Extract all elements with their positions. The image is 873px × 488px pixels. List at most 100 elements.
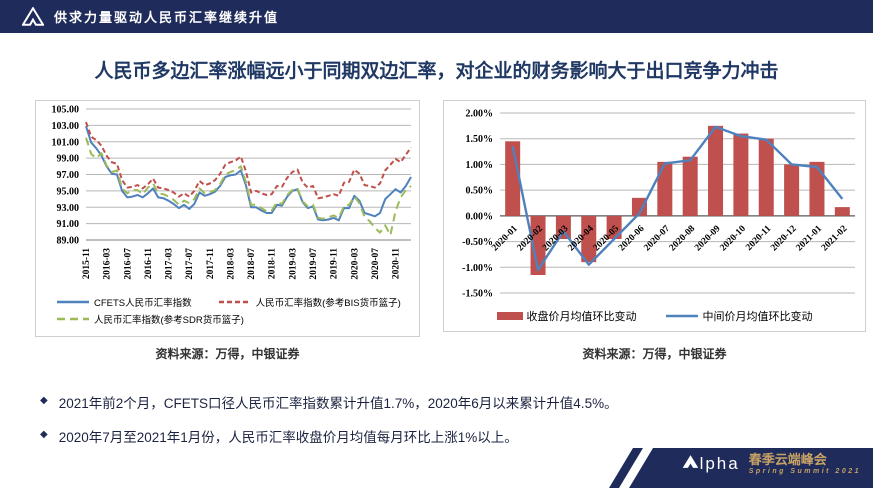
top-bar: 供求力量驱动人民币汇率继续升值 bbox=[0, 0, 873, 33]
bar bbox=[606, 215, 622, 239]
event-title-block: 春季云端峰会 Spring Summit 2021 bbox=[748, 452, 861, 476]
alpha-triangle-icon bbox=[682, 455, 698, 469]
x-tick-label: 2020-07 bbox=[642, 224, 672, 254]
x-tick-label: 2018-07 bbox=[247, 248, 257, 280]
x-tick-label: 2020-09 bbox=[693, 224, 723, 254]
y-tick-label: 0.50% bbox=[466, 186, 494, 197]
y-tick-label: 95.00 bbox=[57, 186, 80, 197]
footer-banner: lpha 春季云端峰会 Spring Summit 2021 bbox=[583, 446, 873, 488]
line-chart-canvas: 105.00 103.00 101.00 99.00 97.00 95.00 93.00 91… bbox=[52, 105, 412, 280]
right-chart-legend: 收盘价月均值环比变动 中间价月均值环比变动 bbox=[444, 308, 865, 324]
x-tick-label: 2020-11 bbox=[744, 224, 773, 253]
x-tick-label: 2020-12 bbox=[769, 224, 799, 254]
x-tick-label: 2020-08 bbox=[668, 224, 698, 254]
bullet-text: 2021年前2个月，CFETS口径人民币汇率指数累计升值1.7%，2020年6月… bbox=[58, 396, 618, 411]
slide-title: 人民币多边汇率涨幅远小于同期双边汇率，对企业的财务影响大于出口竞争力冲击 bbox=[94, 61, 779, 82]
bar-chart-canvas: 2.00% 1.50% 1.00% 0.50% 0.00% -0.50% -1.00% -1.… bbox=[462, 109, 855, 300]
right-chart-source: 资料来源：万得，中银证券 bbox=[582, 347, 727, 361]
legend-label: 人民币汇率指数(参考SDR货币篮子) bbox=[94, 315, 244, 326]
left-chart-legend: CFETS人民币汇率指数 人民币汇率指数(参考BIS货币篮子) 人民币汇率指数(参考… bbox=[36, 295, 419, 326]
diamond-bullet-icon: ◆ bbox=[40, 395, 48, 406]
legend-line-swatch bbox=[57, 317, 89, 321]
series-line bbox=[85, 121, 412, 200]
legend-line-swatch bbox=[665, 314, 698, 318]
y-tick-label: 2.00% bbox=[466, 109, 494, 120]
bullet-text: 2020年7月至2021年1月份，人民币汇率收盘价月均值每月环比上涨1%以上。 bbox=[58, 430, 518, 445]
bar bbox=[708, 125, 724, 216]
y-tick-label: 103.00 bbox=[52, 121, 80, 132]
x-tick-label: 2019-07 bbox=[309, 248, 319, 280]
x-tick-label: 2016-03 bbox=[103, 248, 113, 280]
bar bbox=[834, 207, 850, 216]
y-tick-label: 99.00 bbox=[57, 154, 80, 165]
legend-item: 人民币汇率指数(参考BIS货币篮子) bbox=[218, 295, 401, 309]
x-tick-label: 2019-11 bbox=[330, 248, 340, 279]
y-tick-label: 101.00 bbox=[52, 137, 80, 148]
x-tick-label: 2016-11 bbox=[144, 248, 154, 279]
x-tick-label: 2021-01 bbox=[795, 224, 825, 254]
left-chart-source: 资料来源：万得，中银证券 bbox=[155, 347, 300, 361]
y-tick-label: 105.00 bbox=[52, 105, 80, 116]
bullet-item: ◆ 2021年前2个月，CFETS口径人民币汇率指数累计升值1.7%，2020年… bbox=[40, 392, 840, 412]
legend-line-swatch bbox=[57, 300, 89, 304]
y-tick-label: -1.00% bbox=[462, 263, 493, 274]
bar bbox=[758, 138, 774, 216]
y-tick-label: -1.50% bbox=[462, 289, 493, 300]
legend-label: 中间价月均值环比变动 bbox=[702, 311, 813, 323]
bullet-item: ◆ 2020年7月至2021年1月份，人民币汇率收盘价月均值每月环比上涨1%以上… bbox=[40, 426, 840, 446]
chart-cfets-index: 105.00 103.00 101.00 99.00 97.00 95.00 93.00 91… bbox=[35, 100, 420, 337]
x-tick-label: 2015-11 bbox=[82, 248, 92, 279]
x-tick-label: 2020-01 bbox=[490, 224, 520, 254]
y-tick-label: 93.00 bbox=[57, 203, 80, 214]
bar bbox=[657, 161, 673, 216]
x-tick-label: 2017-11 bbox=[206, 248, 216, 279]
legend-line-swatch bbox=[218, 300, 251, 304]
x-tick-label: 2017-07 bbox=[185, 248, 195, 280]
y-tick-label: 1.50% bbox=[466, 134, 494, 145]
x-tick-label: 2021-02 bbox=[820, 224, 850, 254]
alpha-triangle-icon bbox=[22, 7, 44, 26]
bar bbox=[631, 197, 647, 216]
y-tick-label: -0.50% bbox=[462, 237, 493, 248]
event-subtitle: Spring Summit 2021 bbox=[748, 467, 861, 475]
series-line bbox=[85, 125, 412, 222]
y-tick-label: 97.00 bbox=[57, 170, 80, 181]
bar bbox=[809, 161, 825, 216]
y-tick-label: 89.00 bbox=[57, 236, 80, 247]
top-bar-title: 供求力量驱动人民币汇率继续升值 bbox=[54, 10, 280, 25]
x-tick-label: 2020-11 bbox=[392, 248, 402, 279]
x-tick-label: 2020-07 bbox=[371, 248, 381, 280]
bar bbox=[581, 215, 597, 263]
alpha-logo: lpha bbox=[682, 454, 740, 474]
alpha-logo-text: lpha bbox=[699, 454, 740, 474]
legend-item: 收盘价月均值环比变动 bbox=[496, 308, 637, 324]
legend-item: CFETS人民币汇率指数 bbox=[56, 295, 192, 309]
bar bbox=[530, 215, 546, 275]
chart-monthly-change: 2.00% 1.50% 1.00% 0.50% 0.00% -0.50% -1.00% -1.… bbox=[443, 100, 866, 332]
legend-label: 人民币汇率指数(参考BIS货币篮子) bbox=[255, 298, 401, 309]
y-tick-label: 91.00 bbox=[57, 219, 80, 230]
footer-branding: lpha 春季云端峰会 Spring Summit 2021 bbox=[682, 452, 861, 476]
legend-label: CFETS人民币汇率指数 bbox=[94, 298, 192, 309]
bar bbox=[784, 164, 800, 216]
diamond-bullet-icon: ◆ bbox=[40, 429, 48, 440]
bar bbox=[682, 156, 698, 216]
bar bbox=[505, 141, 521, 216]
series-line bbox=[511, 125, 844, 272]
x-tick-label: 2018-03 bbox=[226, 248, 236, 280]
bar bbox=[555, 215, 571, 239]
legend-label: 收盘价月均值环比变动 bbox=[526, 311, 637, 323]
event-title: 春季云端峰会 bbox=[748, 452, 827, 467]
y-tick-label: 0.00% bbox=[466, 211, 494, 222]
x-tick-label: 2019-03 bbox=[288, 248, 298, 280]
series-line bbox=[85, 137, 412, 237]
x-tick-label: 2016-07 bbox=[123, 248, 133, 280]
legend-bar-swatch bbox=[496, 312, 523, 320]
x-tick-label: 2020-10 bbox=[719, 224, 749, 254]
legend-item: 中间价月均值环比变动 bbox=[665, 308, 813, 324]
legend-item: 人民币汇率指数(参考SDR货币篮子) bbox=[56, 312, 244, 326]
x-tick-label: 2017-03 bbox=[165, 248, 175, 280]
x-tick-label: 2018-11 bbox=[268, 248, 278, 279]
x-tick-label: 2020-03 bbox=[350, 248, 360, 280]
